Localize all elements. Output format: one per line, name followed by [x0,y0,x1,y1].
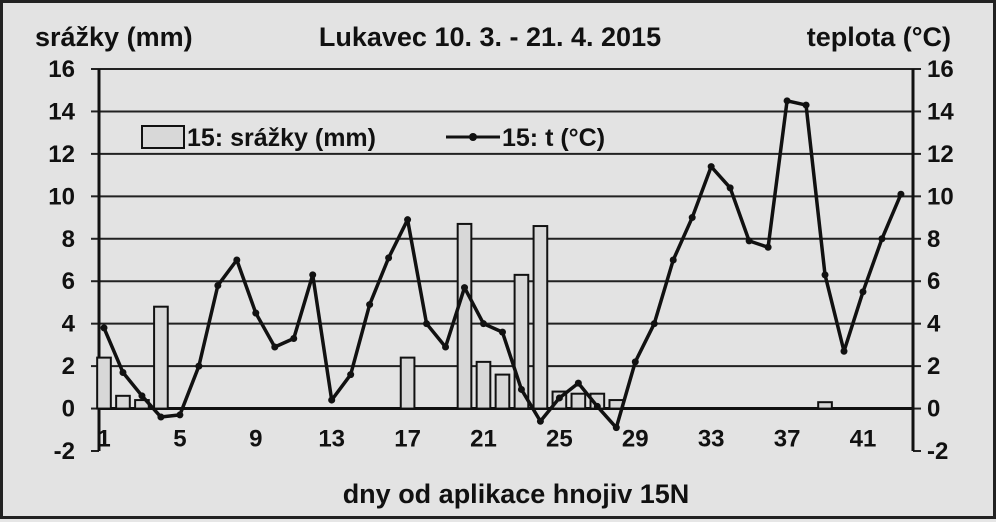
precipitation-bar [115,394,131,410]
y-tick-label-right: 4 [927,311,941,338]
y-tick-label-right: 6 [927,268,940,295]
temperature-point [157,413,165,421]
temperature-point [802,101,810,109]
temperature-point [214,281,222,289]
y-tick-label-right: 12 [927,141,954,168]
y-tick-label-left: 12 [48,141,75,168]
precipitation-bar [153,305,169,410]
y-tick-label-right: 2 [927,353,940,380]
temperature-point [309,271,317,279]
y-tick-label-left: 16 [48,56,75,83]
temperature-point [878,235,886,243]
temperature-point [461,284,469,292]
temperature-point [859,288,867,296]
x-tick-label: 25 [546,426,573,453]
temperature-point [536,417,544,425]
temperature-point [176,411,184,419]
x-tick-label: 29 [622,426,649,453]
temperature-point [498,328,506,336]
x-tick-label: 41 [850,426,877,453]
temperature-point [688,214,696,222]
x-tick-label: 9 [249,426,262,453]
temperature-point [119,368,127,376]
x-tick-label: 17 [394,426,421,453]
temperature-point [385,254,393,262]
temperature-point [745,237,753,245]
x-axis-label: dny od aplikace hnojiv 15N [343,479,690,509]
temperature-point [517,385,525,393]
temperature-point [821,271,829,279]
x-tick-label: 21 [470,426,497,453]
legend-line-label: 15: t (°C) [502,124,605,152]
temperature-point [555,394,563,402]
precipitation-bar [399,356,416,410]
precipitation-bar [96,356,112,410]
y-tick-label-right: 0 [927,396,940,423]
y-tick-label-left: 10 [48,183,75,210]
y-tick-label-right: 16 [927,56,954,83]
temperature-point [726,184,734,192]
temperature-point [442,343,450,351]
x-tick-label: 5 [173,426,186,453]
chart-title: Lukavec 10. 3. - 21. 4. 2015 [319,22,661,52]
precipitation-bars [96,222,833,410]
temperature-point [252,309,260,317]
temperature-point [669,256,677,264]
gridlines [99,68,913,410]
temperature-point [233,256,241,264]
x-tick-label: 13 [318,426,345,453]
x-tick-label: 1 [97,426,110,453]
y-tick-label-left: -2 [54,438,75,465]
temperature-point [366,301,374,309]
precipitation-bar [532,225,549,410]
legend-bar-swatch [141,125,185,149]
temperature-point [707,163,715,171]
precipitation-bar [570,392,587,410]
y-tick-label-right: -2 [927,438,948,465]
temperature-point [328,396,336,404]
temperature-series [100,97,905,432]
temperature-point [574,379,582,387]
x-tick-label: 33 [698,426,725,453]
temperature-point [631,358,639,366]
x-tick-label: 37 [774,426,801,453]
y-tick-label-left: 0 [62,396,75,423]
legend-bar-label: 15: srážky (mm) [187,124,376,152]
precipitation-bar [475,360,492,410]
temperature-point [479,320,487,328]
temperature-point [593,402,601,410]
temperature-point [612,424,620,432]
temperature-point [290,335,298,343]
precipitation-bar [456,222,473,410]
y-tick-label-left: 8 [62,226,75,253]
y-tick-label-left: 6 [62,268,75,295]
y-tick-label-right: 10 [927,183,954,210]
precipitation-bar [494,373,511,410]
y-tick-label-right: 14 [927,98,954,125]
temperature-point [650,320,658,328]
precipitation-bar [817,401,833,410]
y-tick-label-left: 4 [62,311,76,338]
combo-chart: srážky (mm) Lukavec 10. 3. - 21. 4. 2015… [35,22,954,509]
temperature-point [347,371,355,379]
y-tick-label-left: 14 [48,98,75,125]
y-tick-label-right: 8 [927,226,940,253]
y-tick-label-left: 2 [62,353,75,380]
y-axis-right-label: teplota (°C) [807,22,951,52]
temperature-point [897,190,905,198]
temperature-point [840,347,848,355]
temperature-point [100,324,108,332]
temperature-point [404,216,412,224]
temperature-point [138,392,146,400]
temperature-point [195,362,203,370]
tick-labels: -2 -2 0 0 2 2 4 4 6 6 8 8 10 10 12 12 14 14 16 16 1 5 9 13 17 21 2… [48,56,954,465]
temperature-point [783,97,791,105]
temperature-point [423,320,431,328]
temperature-point [764,243,772,251]
y-axis-left-label: srážky (mm) [35,22,193,52]
temperature-point [271,343,279,351]
legend-line-marker [469,133,477,141]
legend: 15: srážky (mm) 15: t (°C) [141,124,605,152]
